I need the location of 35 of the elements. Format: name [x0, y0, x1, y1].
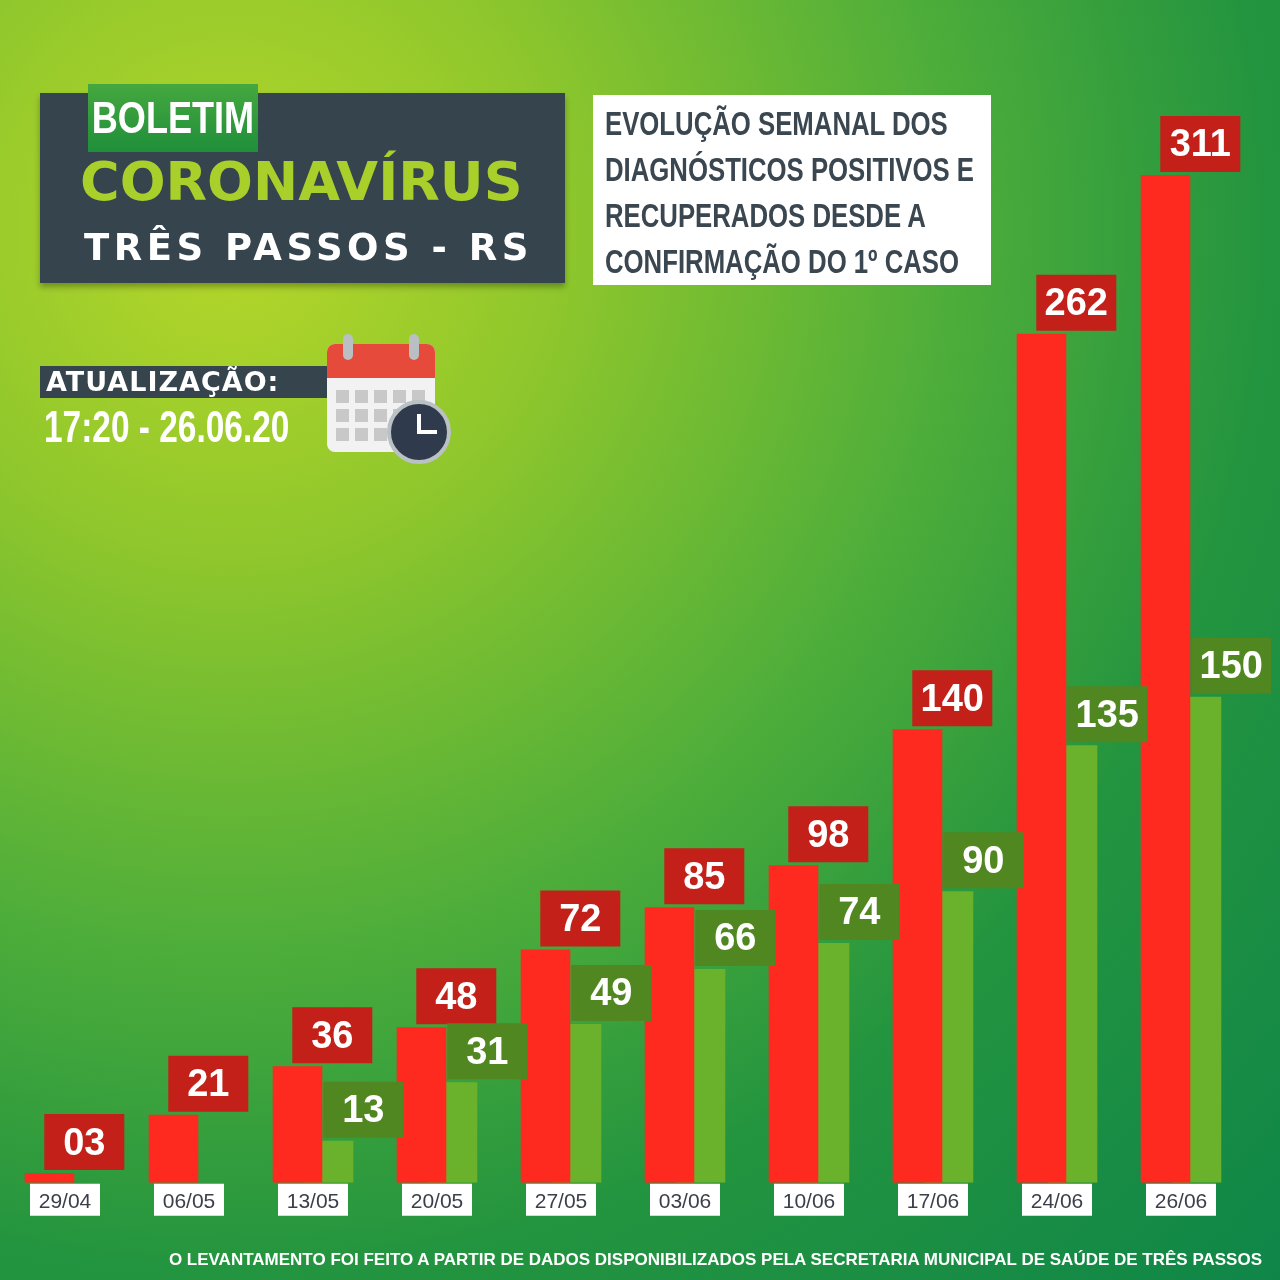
x-tick-label: 17/06: [906, 1189, 960, 1213]
chart-title: EVOLUÇÃO SEMANAL DOS DIAGNÓSTICOS POSITIVOS E RECUPERADOS DESDE A CONFIRMAÇÃO DO 1º CASO: [605, 104, 975, 282]
data-label: 03: [63, 1120, 106, 1163]
x-tick-label: 06/05: [162, 1189, 216, 1213]
data-label: 49: [590, 971, 633, 1014]
text: BOLETIM: [91, 93, 255, 143]
x-tick-label: 20/05: [410, 1189, 464, 1213]
data-label: 85: [683, 854, 726, 897]
annotation: 17:20 - 26.06.20: [44, 402, 290, 452]
data-label: 48: [435, 974, 478, 1017]
data-label: 72: [559, 896, 602, 939]
x-tick-label: 03/06: [658, 1189, 712, 1213]
x-tick-label: 27/05: [534, 1189, 588, 1213]
data-label: 21: [187, 1062, 230, 1105]
x-tick-label: 24/06: [1030, 1189, 1084, 1213]
data-label: 36: [311, 1013, 354, 1056]
data-label: 98: [807, 812, 850, 855]
data-label: 150: [1199, 644, 1263, 687]
annotation: TRÊS PASSOS - RS: [84, 226, 533, 269]
x-tick-label: 26/06: [1154, 1189, 1208, 1213]
data-label: 13: [342, 1088, 385, 1131]
data-label: 140: [920, 676, 984, 719]
text: O LEVANTAMENTO FOI FEITO A PARTIR DE DADOS DISPONIBILIZADOS PELA SECRETARIA MUNICIPAL DE SAÚDE DE TRÊS PASSOS: [167, 1250, 1262, 1270]
annotation: CORONAVÍRUS: [80, 150, 523, 213]
data-label: 66: [714, 916, 757, 959]
x-tick-label: 29/04: [38, 1189, 92, 1213]
x-tick-label: 13/05: [286, 1189, 340, 1213]
data-label: 262: [1044, 281, 1108, 324]
data-label: 135: [1075, 692, 1139, 735]
data-label: 74: [838, 890, 881, 933]
data-label: 31: [466, 1029, 509, 1072]
data-label: 311: [1169, 122, 1231, 165]
x-tick-label: 10/06: [782, 1189, 836, 1213]
data-label: 90: [962, 838, 1005, 881]
annotation: ATUALIZAÇÃO:: [40, 366, 328, 398]
